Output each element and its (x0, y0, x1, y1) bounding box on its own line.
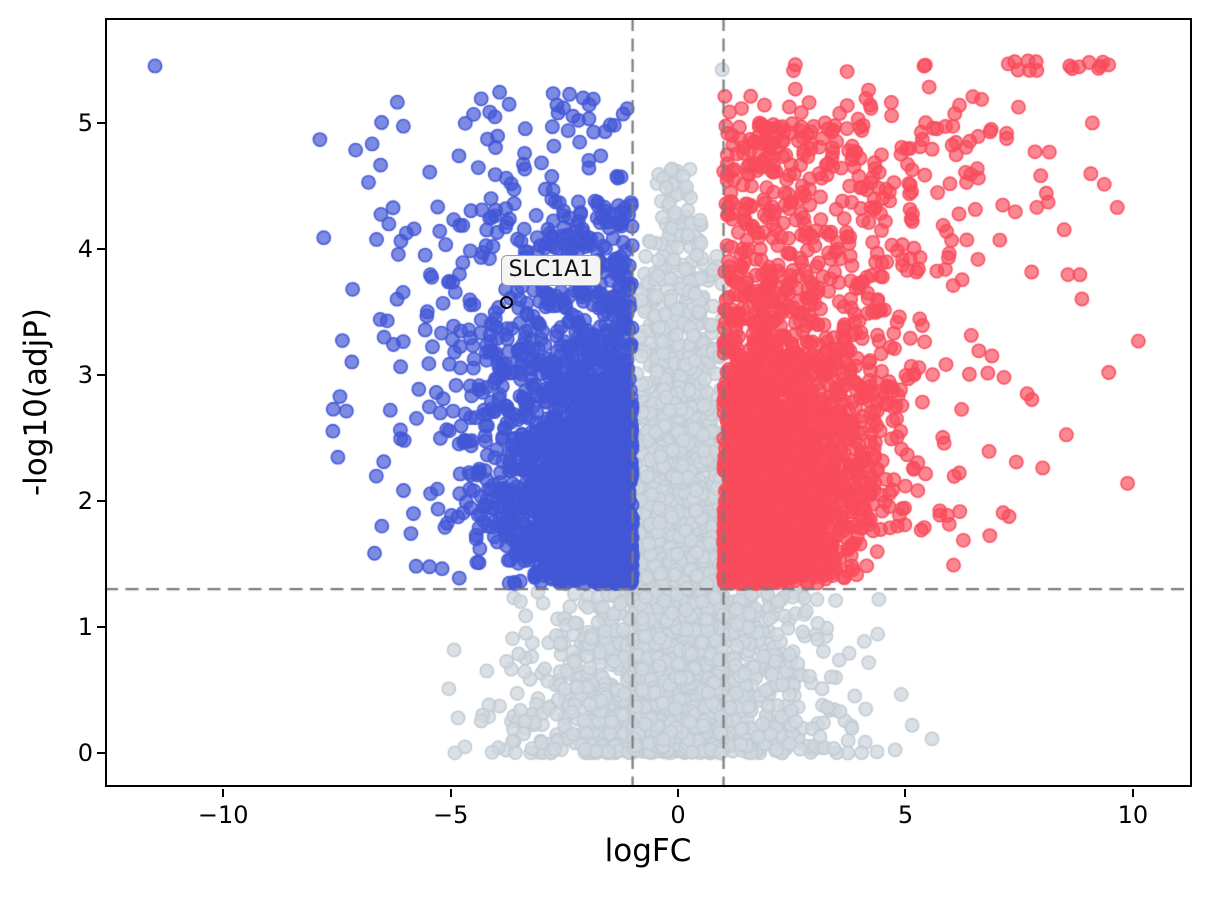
x-tick-mark (222, 789, 225, 797)
x-tick-label: −5 (432, 801, 469, 829)
x-axis-label: logFC (604, 833, 692, 869)
x-tick-mark (904, 789, 907, 797)
y-tick-label: 5 (77, 108, 93, 137)
y-tick-label: 0 (77, 738, 93, 767)
y-tick-mark (97, 247, 105, 250)
y-tick-mark (97, 625, 105, 628)
x-tick-label: −10 (197, 801, 249, 829)
y-tick-label: 1 (77, 612, 93, 641)
y-tick-mark (97, 499, 105, 502)
x-tick-label: 0 (670, 801, 686, 829)
x-tick-mark (449, 789, 452, 797)
y-tick-mark (97, 751, 105, 754)
y-tick-mark (97, 373, 105, 376)
annotation-label: SLC1A1 (500, 254, 602, 286)
y-tick-mark (97, 121, 105, 124)
y-tick-label: 2 (77, 486, 93, 515)
x-tick-mark (1131, 789, 1134, 797)
y-axis-label: -log10(adjP) (18, 307, 54, 497)
x-tick-mark (677, 789, 680, 797)
y-tick-label: 4 (77, 234, 93, 263)
x-tick-label: 5 (897, 801, 914, 829)
y-tick-label: 3 (77, 360, 93, 389)
x-tick-label: 10 (1117, 801, 1149, 829)
annotation-marker-circle (499, 295, 513, 309)
